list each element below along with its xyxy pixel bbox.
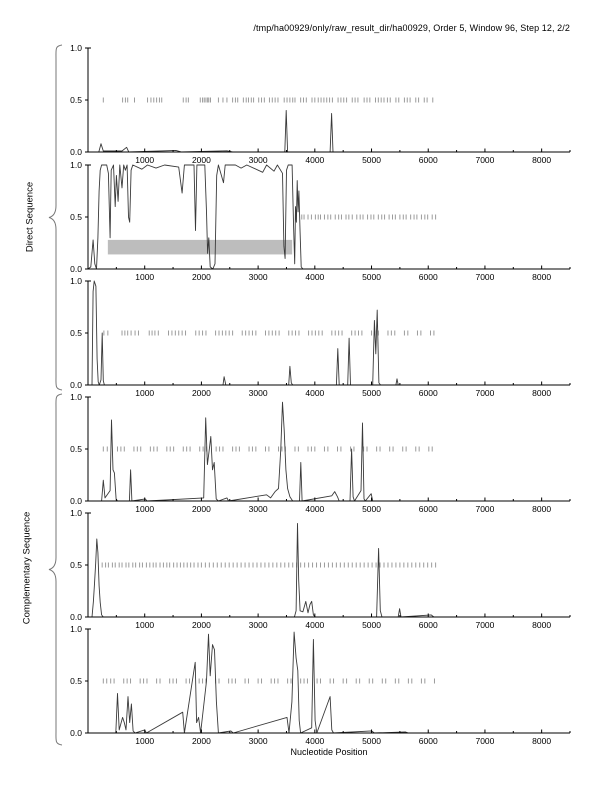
tick-label: 4000 xyxy=(305,620,324,630)
tick-label: 3000 xyxy=(249,272,268,282)
tick-label: 1000 xyxy=(135,736,154,746)
tick-label: 0.0 xyxy=(70,264,82,274)
tick-label: 1.0 xyxy=(70,508,82,518)
x-axis-title: Nucleotide Position xyxy=(290,747,368,757)
tick-label: 0.0 xyxy=(70,496,82,506)
tick-label: 1.0 xyxy=(70,392,82,402)
tick-label: 0.5 xyxy=(70,95,82,105)
tick-label: 3000 xyxy=(249,736,268,746)
tick-label: 8000 xyxy=(532,272,551,282)
tick-label: 2000 xyxy=(192,504,211,514)
tick-label: 1000 xyxy=(135,504,154,514)
tick-label: 4000 xyxy=(305,155,324,165)
tick-label: 0.0 xyxy=(70,380,82,390)
figure-title: /tmp/ha00929/only/raw_result_dir/ha00929… xyxy=(253,23,570,33)
probability-curve xyxy=(88,522,570,618)
tick-label: 0.5 xyxy=(70,444,82,454)
tick-label: 2000 xyxy=(192,620,211,630)
tick-label: 3000 xyxy=(249,620,268,630)
tick-label: 2000 xyxy=(192,388,211,398)
tick-label: 1000 xyxy=(135,388,154,398)
highlight-band xyxy=(107,239,293,255)
tick-label: 1000 xyxy=(135,155,154,165)
tick-label: 8000 xyxy=(532,388,551,398)
axes xyxy=(87,281,570,386)
tick-label: 8000 xyxy=(532,620,551,630)
tick-label: 1000 xyxy=(135,620,154,630)
tick-label: 5000 xyxy=(362,620,381,630)
tick-label: 1.0 xyxy=(70,160,82,170)
tick-label: 1.0 xyxy=(70,43,82,53)
panel-direct-1: 0.0 0.5 1.0 1000 2000 3000 4000 5000 6000 7000 800… xyxy=(70,43,571,165)
tick-label: 0.5 xyxy=(70,212,82,222)
tick-label: 7000 xyxy=(475,272,494,282)
tick-label: 5000 xyxy=(362,504,381,514)
tick-label: 3000 xyxy=(249,155,268,165)
tick-label: 8000 xyxy=(532,155,551,165)
tick-label: 2000 xyxy=(192,736,211,746)
tick-label: 0.5 xyxy=(70,328,82,338)
tick-label: 3000 xyxy=(249,504,268,514)
complementary-sequence-brace xyxy=(48,393,63,746)
axes xyxy=(87,397,570,502)
tick-label: 0.0 xyxy=(70,612,82,622)
tick-label: 6000 xyxy=(419,388,438,398)
probability-curve xyxy=(88,109,570,153)
tick-label: 0.5 xyxy=(70,676,82,686)
tick-label: 3000 xyxy=(249,388,268,398)
panel-direct-2: 0.0 0.5 1.0 1000 2000 3000 4000 5000 6000 7000 800… xyxy=(70,160,571,282)
tick-label: 7000 xyxy=(475,620,494,630)
tick-label: 0.5 xyxy=(70,560,82,570)
tick-label: 4000 xyxy=(305,736,324,746)
tick-label: 7000 xyxy=(475,736,494,746)
probability-curve xyxy=(88,401,570,502)
probability-curve xyxy=(87,164,570,270)
panel-direct-3: 0.0 0.5 1.0 1000 2000 3000 4000 5000 6000 7000 800… xyxy=(70,276,571,398)
direct-sequence-brace xyxy=(48,44,63,391)
tick-label: 5000 xyxy=(362,155,381,165)
tick-label: 7000 xyxy=(475,504,494,514)
tick-label: 8000 xyxy=(532,504,551,514)
tick-label: 2000 xyxy=(192,155,211,165)
tick-label: 6000 xyxy=(419,736,438,746)
tick-label: 1.0 xyxy=(70,624,82,634)
tick-label: 6000 xyxy=(419,155,438,165)
probability-curve xyxy=(88,280,570,386)
panel-complementary-3: 0.0 0.5 1.0 1000 2000 3000 4000 5000 6000 7000 800… xyxy=(70,624,571,746)
tick-label: 4000 xyxy=(305,272,324,282)
tick-label: 8000 xyxy=(532,736,551,746)
panel-complementary-2: 0.0 0.5 1.0 1000 2000 3000 4000 5000 6000 7000 800… xyxy=(70,508,571,630)
tick-label: 0.0 xyxy=(70,728,82,738)
panel-complementary-1: 0.0 0.5 1.0 1000 2000 3000 4000 5000 6000 7000 800… xyxy=(70,392,571,514)
tick-label: 6000 xyxy=(419,272,438,282)
tick-label: 6000 xyxy=(419,504,438,514)
tick-label: 7000 xyxy=(475,155,494,165)
tick-label: 1000 xyxy=(135,272,154,282)
tick-label: 4000 xyxy=(305,504,324,514)
tick-label: 6000 xyxy=(419,620,438,630)
tick-label: 5000 xyxy=(362,736,381,746)
tick-label: 0.0 xyxy=(70,147,82,157)
tick-label: 7000 xyxy=(475,388,494,398)
tick-label: 4000 xyxy=(305,388,324,398)
tick-label: 1.0 xyxy=(70,276,82,286)
axes xyxy=(87,48,570,153)
tick-label: 5000 xyxy=(362,272,381,282)
tick-label: 2000 xyxy=(192,272,211,282)
tick-label: 5000 xyxy=(362,388,381,398)
